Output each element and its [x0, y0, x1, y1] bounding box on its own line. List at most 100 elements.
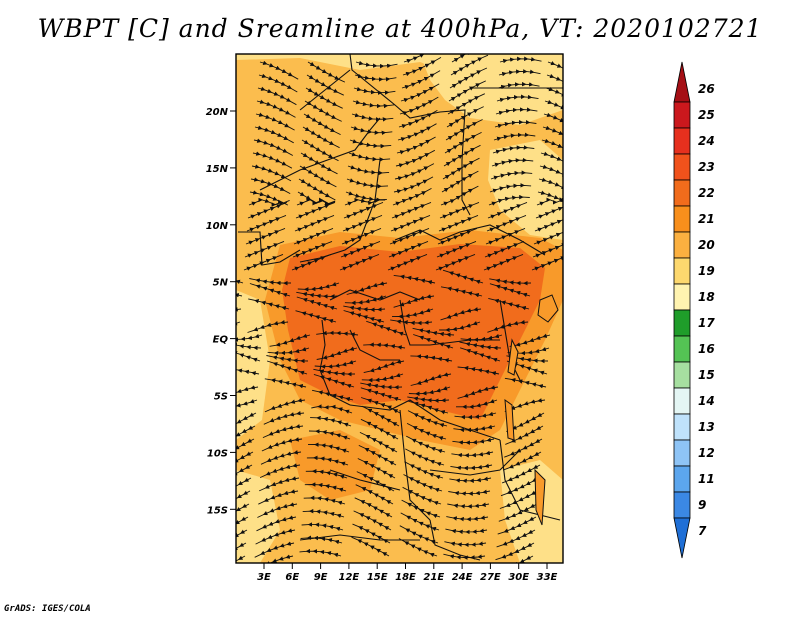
streamline [398, 538, 438, 558]
streamline [296, 291, 339, 299]
streamline [339, 253, 380, 271]
streamline [451, 450, 494, 458]
lon-axis: 3E 6E 9E 12E 15E 18E 21E 24E 27E 30E 33E [257, 563, 558, 583]
streamline [539, 164, 563, 180]
lon-tick-label: 15E [367, 572, 388, 583]
colorbar-arrow-top [673, 61, 691, 103]
streamline [299, 548, 342, 558]
streamline [351, 536, 390, 557]
streamline [453, 424, 496, 433]
streamline [306, 74, 344, 96]
streamline [394, 163, 435, 181]
streamline [393, 294, 435, 308]
streamline [305, 469, 348, 480]
streamline [412, 327, 455, 337]
streamline [236, 451, 254, 470]
streamline [457, 385, 499, 399]
streamline [236, 399, 258, 409]
streamline [390, 214, 431, 232]
streamline [257, 502, 298, 518]
streamline [484, 240, 525, 258]
streamline [314, 360, 357, 369]
streamline [393, 176, 434, 194]
streamline [347, 165, 390, 176]
streamline [404, 461, 444, 480]
streamline [483, 253, 524, 271]
colorbar-label: 25 [698, 108, 715, 122]
streamline [444, 541, 487, 548]
streamline [388, 240, 429, 258]
streamline [532, 243, 563, 258]
streamline [236, 503, 250, 522]
streamline [247, 201, 288, 219]
streamline [456, 399, 498, 410]
streamline [440, 286, 483, 298]
streamline [236, 464, 253, 483]
streamline [248, 197, 289, 207]
lat-tick-label: 20N [206, 107, 229, 118]
streamline [296, 197, 336, 207]
streamline [300, 152, 338, 175]
streamline [348, 152, 391, 162]
streamline [531, 256, 563, 271]
streamline [452, 437, 495, 445]
lon-tick-label: 30E [508, 572, 529, 583]
streamline [443, 553, 486, 560]
streamline [295, 310, 337, 324]
streamline [448, 489, 491, 496]
streamline [248, 298, 290, 311]
colorbar-segment [673, 439, 691, 467]
colorbar-segment [673, 335, 691, 363]
colorbar-segment [673, 309, 691, 337]
streamline [546, 73, 563, 91]
streamline [401, 70, 441, 90]
streamline [236, 477, 252, 496]
streamline [236, 385, 259, 398]
streamline [363, 359, 405, 374]
streamline [487, 319, 529, 333]
streamline [495, 107, 538, 116]
streamline [493, 132, 536, 142]
streamline [256, 515, 297, 532]
lat-tick-label: EQ [213, 335, 229, 346]
lat-tick-label: 5S [214, 392, 228, 403]
map-frame [235, 53, 564, 564]
streamline [316, 346, 358, 360]
streamline [496, 94, 539, 103]
streamline [399, 525, 439, 545]
streamline [446, 515, 489, 522]
streamline [247, 320, 289, 333]
streamline [406, 422, 447, 441]
streamline [402, 57, 442, 77]
streamline [253, 138, 294, 156]
streamline [488, 297, 530, 311]
streamline [547, 60, 563, 78]
lon-tick-label: 12E [339, 572, 360, 583]
streamline [351, 112, 394, 122]
streamline [344, 295, 387, 306]
colorbar-segment [673, 257, 691, 285]
colorbar-label: 18 [698, 290, 715, 304]
streamline [259, 60, 299, 80]
streamline [236, 307, 242, 320]
streamline [400, 512, 440, 532]
streamline [533, 230, 563, 245]
map-plot-area [236, 54, 563, 563]
streamline [264, 398, 306, 413]
colorbar-label: 26 [698, 82, 715, 96]
lat-tick-label: 5N [213, 278, 229, 289]
streamline [459, 347, 501, 363]
streamline [349, 139, 392, 149]
streamline [543, 112, 563, 129]
streamline [263, 411, 305, 425]
streamline [236, 529, 248, 548]
streamline [387, 253, 428, 271]
streamline [487, 201, 528, 219]
lat-tick-label: 15S [207, 505, 228, 516]
colorbar-segment [673, 179, 691, 207]
streamline [260, 450, 302, 465]
lon-tick-label: 6E [285, 572, 299, 583]
lon-tick-label: 18E [395, 572, 416, 583]
streamline [360, 387, 402, 402]
streamline [391, 201, 432, 219]
